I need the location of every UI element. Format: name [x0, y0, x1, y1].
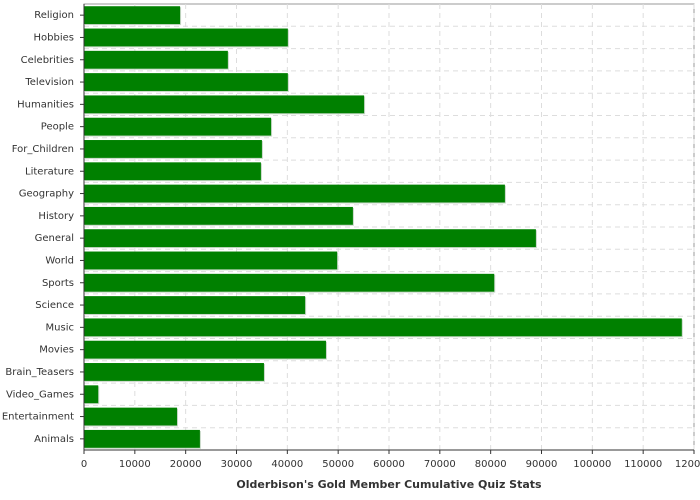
bar: [84, 318, 682, 337]
x-tick-label: 70000: [424, 459, 456, 470]
y-tick-label: People: [41, 122, 74, 133]
bar: [84, 184, 505, 203]
bar: [84, 28, 288, 47]
x-tick-label: 60000: [373, 459, 405, 470]
x-tick-label: 100000: [573, 459, 611, 470]
y-tick-label: Geography: [19, 189, 74, 200]
bar: [84, 50, 228, 69]
x-tick-label: 20000: [170, 459, 202, 470]
bar: [84, 273, 495, 292]
x-tick-label: 50000: [322, 459, 354, 470]
bar: [84, 251, 338, 270]
bar: [84, 229, 536, 248]
x-tick-label: 110000: [624, 459, 662, 470]
y-tick-label: Religion: [34, 10, 74, 21]
bar: [84, 95, 365, 114]
x-tick-label: 0: [81, 459, 87, 470]
y-tick-label: Entertainment: [2, 412, 74, 423]
bar: [84, 429, 200, 448]
bar: [84, 363, 264, 381]
x-tick-label: 80000: [475, 459, 507, 470]
x-tick-label: 30000: [221, 459, 253, 470]
bar: [84, 385, 99, 404]
x-tick-label: 90000: [526, 459, 558, 470]
y-tick-label: Music: [46, 322, 74, 333]
y-tick-label: Television: [24, 77, 74, 88]
y-tick-label: Hobbies: [34, 32, 74, 43]
x-tick-label: 10000: [119, 459, 151, 470]
y-tick-label: Sports: [42, 278, 74, 289]
bar: [84, 73, 288, 91]
y-tick-label: World: [45, 255, 74, 266]
y-tick-label: Science: [35, 300, 74, 311]
x-tick-label: 40000: [271, 459, 303, 470]
y-tick-label: General: [35, 233, 74, 244]
y-tick-label: Video_Games: [6, 389, 74, 400]
bar: [84, 162, 261, 181]
bar: [84, 206, 353, 225]
bar: [84, 407, 178, 426]
x-axis-title: Olderbison's Gold Member Cumulative Quiz…: [236, 478, 542, 491]
y-tick-label: Celebrities: [21, 55, 74, 66]
x-tick-label: 120000: [675, 459, 700, 470]
y-tick-label: For_Children: [12, 144, 74, 155]
bar: [84, 340, 326, 359]
y-tick-label: History: [38, 211, 74, 222]
bar: [84, 6, 181, 25]
bar: [84, 296, 306, 314]
bar: [84, 117, 272, 136]
y-tick-label: Brain_Teasers: [5, 367, 74, 378]
bar: [84, 140, 262, 158]
y-tick-label: Humanities: [17, 99, 74, 110]
y-tick-label: Literature: [25, 166, 74, 177]
y-tick-label: Animals: [34, 434, 74, 445]
y-tick-label: Movies: [39, 345, 74, 356]
